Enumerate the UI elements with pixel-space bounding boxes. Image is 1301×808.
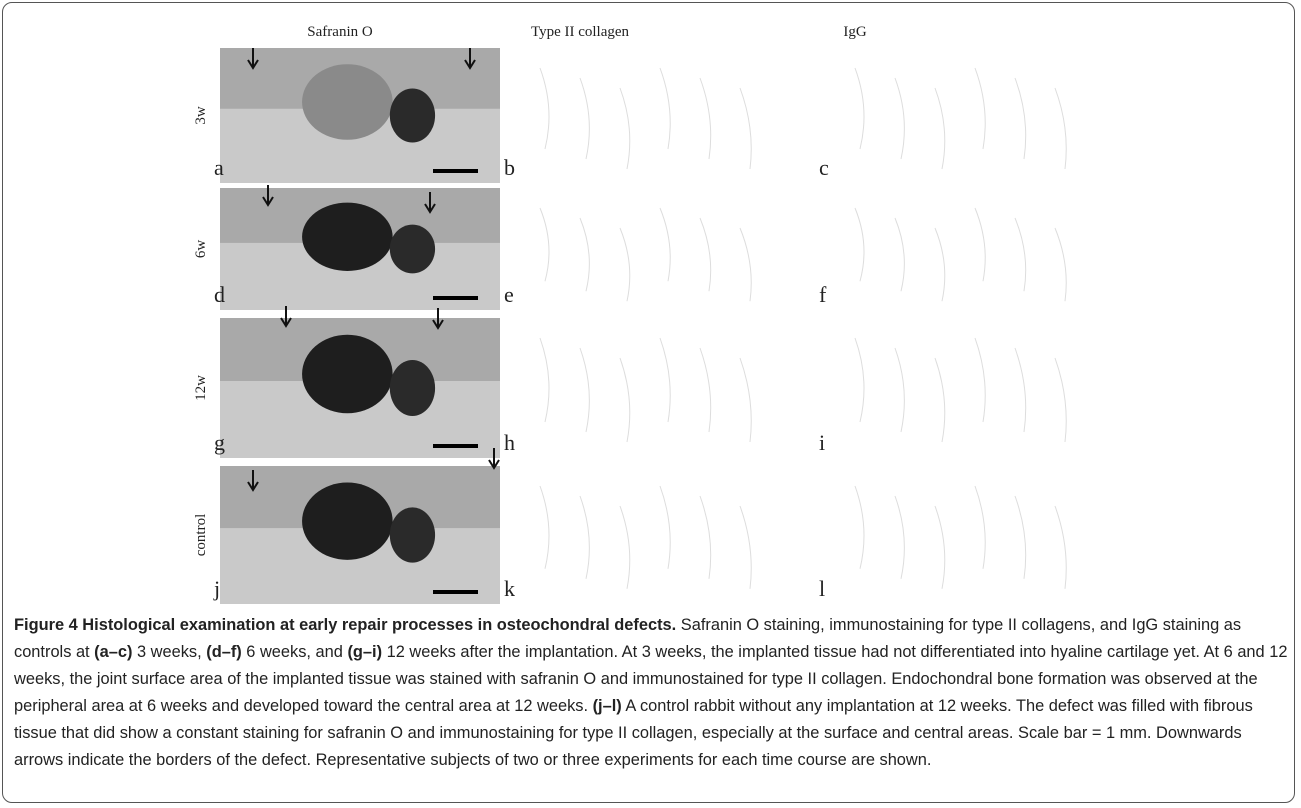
caption: Figure 4 Histological examination at ear… <box>14 612 1290 774</box>
panel-letter: i <box>819 430 825 455</box>
stained-area <box>302 203 393 271</box>
panel-letter: h <box>504 430 515 455</box>
panel-letter: g <box>214 430 225 455</box>
panel-letter: e <box>504 282 514 307</box>
immuno-section <box>500 466 800 604</box>
immuno-section <box>500 188 800 310</box>
immuno-section <box>815 318 1115 458</box>
panel-reference: (d–f) <box>206 643 242 661</box>
row-label: 6w <box>193 240 209 259</box>
stained-area <box>390 360 435 416</box>
panel-reference: (a–c) <box>94 643 132 661</box>
panel-letter: f <box>819 282 827 307</box>
figure: Safranin O Type II collagen IgG 3w a b c 6w d e f 1… <box>0 0 1301 610</box>
column-header: Type II collagen <box>531 24 630 40</box>
immuno-section <box>815 188 1115 310</box>
stained-area <box>390 89 435 143</box>
caption-text: 6 weeks, and <box>242 643 348 661</box>
immuno-section <box>500 48 800 183</box>
immuno-section <box>815 466 1115 604</box>
stained-area <box>390 225 435 274</box>
page: Safranin O Type II collagen IgG 3w a b c 6w d e f 1… <box>0 0 1301 808</box>
immuno-section <box>815 48 1115 183</box>
panel-letter: c <box>819 155 829 180</box>
panel-letter: j <box>213 576 220 601</box>
panel-reference: (j–l) <box>593 697 622 715</box>
stained-area <box>390 507 435 562</box>
panel-letter: b <box>504 155 515 180</box>
immuno-section <box>500 318 800 458</box>
row-label: 3w <box>193 106 209 125</box>
panel-letter: d <box>214 282 225 307</box>
row-label: 12w <box>193 375 209 401</box>
caption-title: Figure 4 Histological examination at ear… <box>14 616 676 634</box>
row-label: control <box>193 514 209 557</box>
panel-reference: (g–i) <box>347 643 382 661</box>
panel-letter: k <box>504 576 515 601</box>
stained-area <box>302 335 393 413</box>
stained-area <box>302 483 393 560</box>
column-header: Safranin O <box>307 24 373 40</box>
stained-area <box>302 64 393 140</box>
caption-text: 3 weeks, <box>132 643 206 661</box>
panel-letter: a <box>214 155 224 180</box>
column-header: IgG <box>843 24 866 40</box>
panel-letter: l <box>819 576 825 601</box>
